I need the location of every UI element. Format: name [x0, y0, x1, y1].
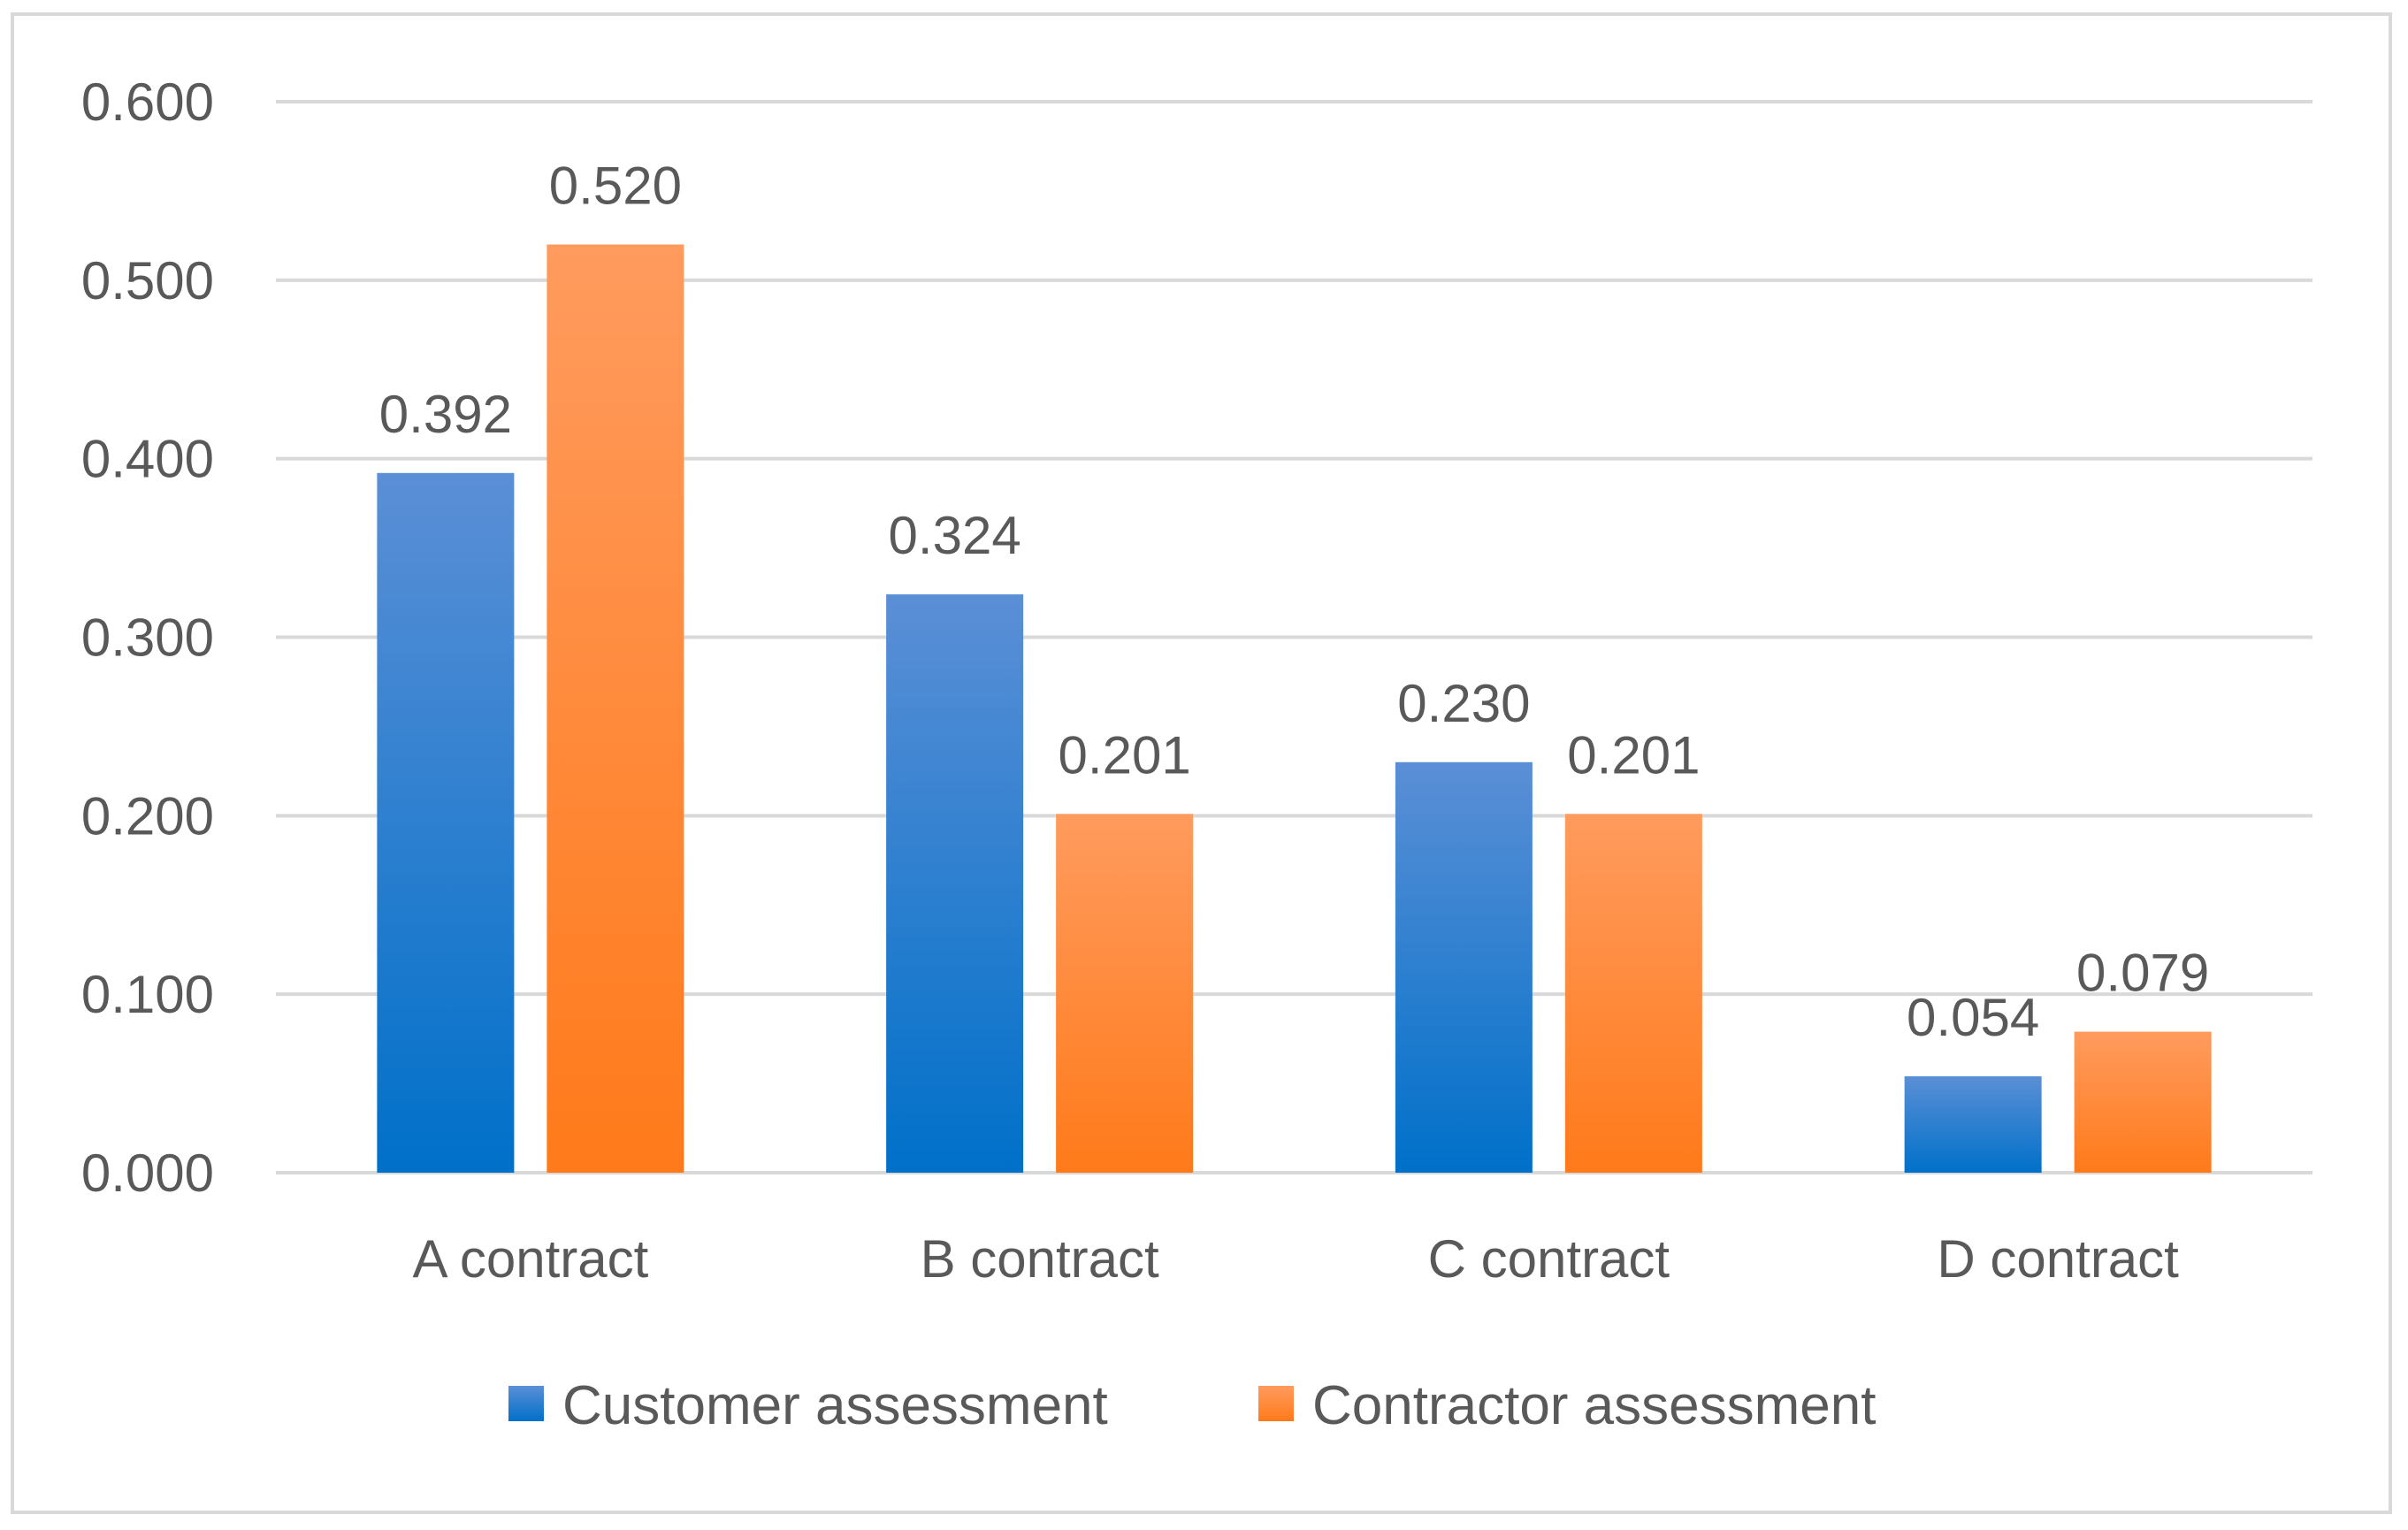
y-tick-label: 0.300 [81, 608, 214, 668]
bar-contractor-a [547, 244, 684, 1173]
y-tick-label: 0.500 [81, 251, 214, 310]
legend-swatch [1258, 1386, 1294, 1421]
data-label: 0.324 [889, 506, 1021, 565]
bar-customer-c [1395, 761, 1533, 1173]
y-tick-label: 0.600 [81, 73, 214, 132]
data-label: 0.230 [1397, 674, 1530, 733]
bars [377, 244, 2212, 1173]
bar-customer-a [377, 472, 515, 1173]
bar-contractor-d [2074, 1031, 2212, 1173]
x-tick-label: C contract [1428, 1229, 1670, 1289]
data-label: 0.520 [549, 156, 682, 215]
data-label: 0.201 [1567, 725, 1700, 784]
data-label: 0.392 [379, 385, 512, 444]
legend: Customer assessment Contractor assessment [508, 1375, 1876, 1436]
legend-label: Contractor assessment [1312, 1375, 1876, 1436]
data-labels: 0.392 0.520 0.324 0.201 0.230 0.201 0.054 0.079 [379, 156, 2209, 1047]
bar-contractor-b [1056, 814, 1194, 1173]
bar-contractor-c [1564, 814, 1702, 1173]
data-label: 0.201 [1059, 725, 1191, 784]
bar-customer-d [1904, 1076, 2042, 1173]
data-label: 0.079 [2076, 944, 2209, 1003]
legend-swatch [508, 1386, 544, 1421]
x-axis-tick-labels: A contract B contract C contract D contract [412, 1229, 2179, 1289]
data-label: 0.054 [1907, 988, 2039, 1047]
y-axis-tick-labels: 0.000 0.100 0.200 0.300 0.400 0.500 0.600 [81, 73, 214, 1203]
bar-customer-b [886, 594, 1024, 1173]
y-tick-label: 0.400 [81, 430, 214, 489]
x-tick-label: D contract [1937, 1229, 2179, 1289]
y-tick-label: 0.000 [81, 1144, 214, 1203]
y-tick-label: 0.100 [81, 965, 214, 1024]
x-tick-label: B contract [921, 1229, 1159, 1289]
y-tick-label: 0.200 [81, 786, 214, 845]
legend-label: Customer assessment [562, 1375, 1108, 1436]
x-tick-label: A contract [412, 1229, 648, 1289]
